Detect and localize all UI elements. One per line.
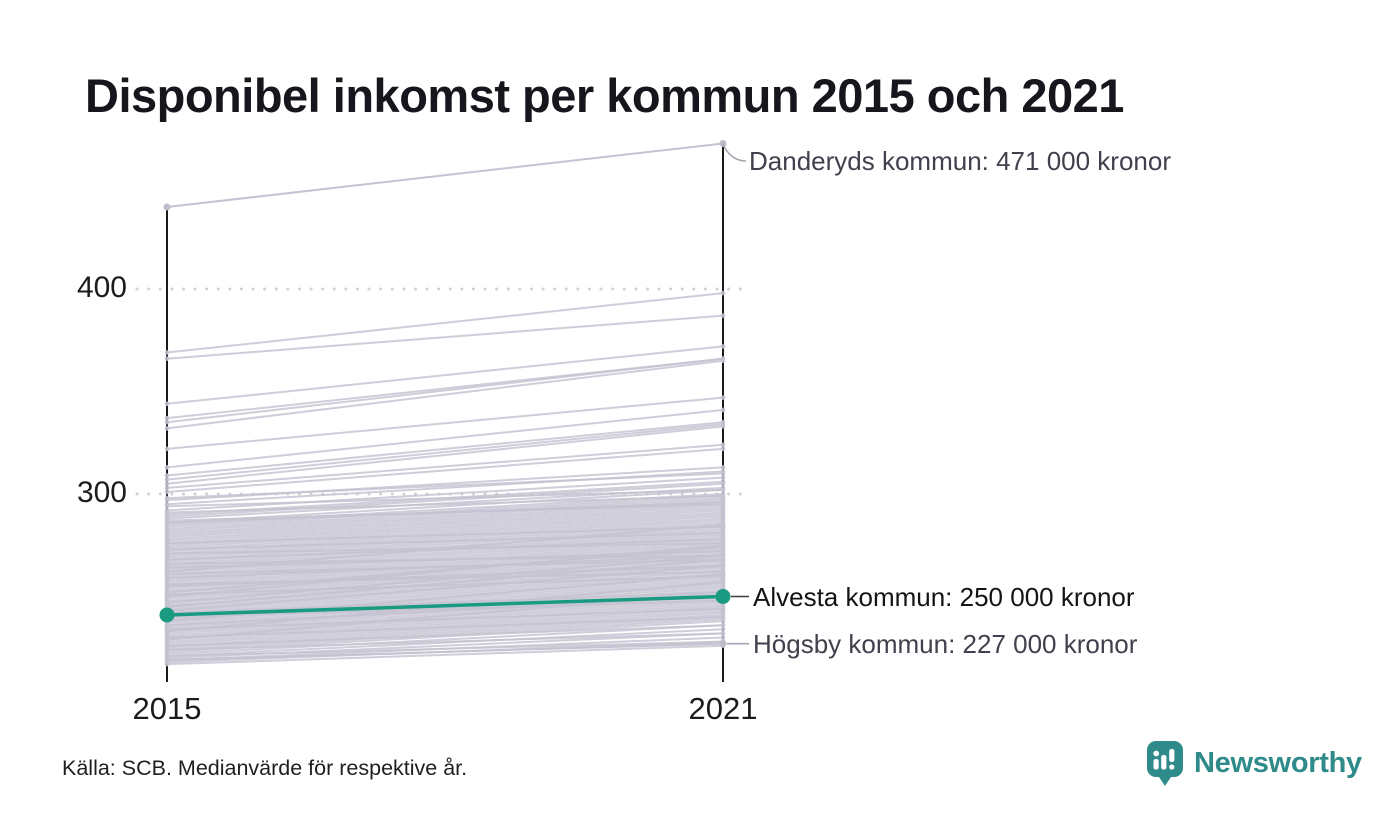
annotation-danderyd: Danderyds kommun: 471 000 kronor [749, 146, 1172, 176]
source-note: Källa: SCB. Medianvärde för respektive å… [62, 756, 468, 780]
x-axis-label-2021: 2021 [688, 691, 758, 726]
y-axis-tick-300: 300 [76, 476, 127, 509]
newsworthy-logo-text: Newsworthy [1194, 747, 1362, 779]
y-axis-tick-400: 400 [76, 271, 127, 304]
x-axis-label-2015: 2015 [132, 691, 202, 726]
speech-bubble-bar-chart-icon [1147, 741, 1183, 786]
newsworthy-logo: Newsworthy [1146, 740, 1362, 787]
annotation-alvesta: Alvesta kommun: 250 000 kronor [753, 582, 1135, 612]
chart-title: Disponibel inkomst per kommun 2015 och 2… [85, 69, 1124, 122]
annotation-hogsby: Högsby kommun: 227 000 kronor [753, 629, 1138, 659]
